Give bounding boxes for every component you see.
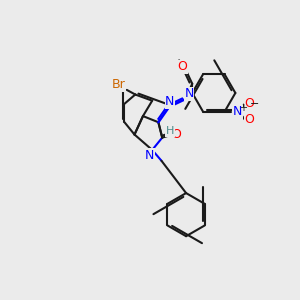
Text: H: H: [166, 127, 174, 136]
Text: O: O: [171, 128, 181, 141]
Text: O: O: [244, 98, 254, 110]
Text: O: O: [177, 60, 187, 73]
Text: Br: Br: [112, 78, 125, 91]
Text: N: N: [165, 95, 175, 108]
Text: N: N: [233, 105, 242, 118]
Text: N: N: [184, 87, 194, 100]
Text: N: N: [145, 149, 154, 162]
Text: +: +: [239, 103, 247, 113]
Text: O: O: [244, 113, 254, 126]
Text: −: −: [250, 99, 259, 109]
